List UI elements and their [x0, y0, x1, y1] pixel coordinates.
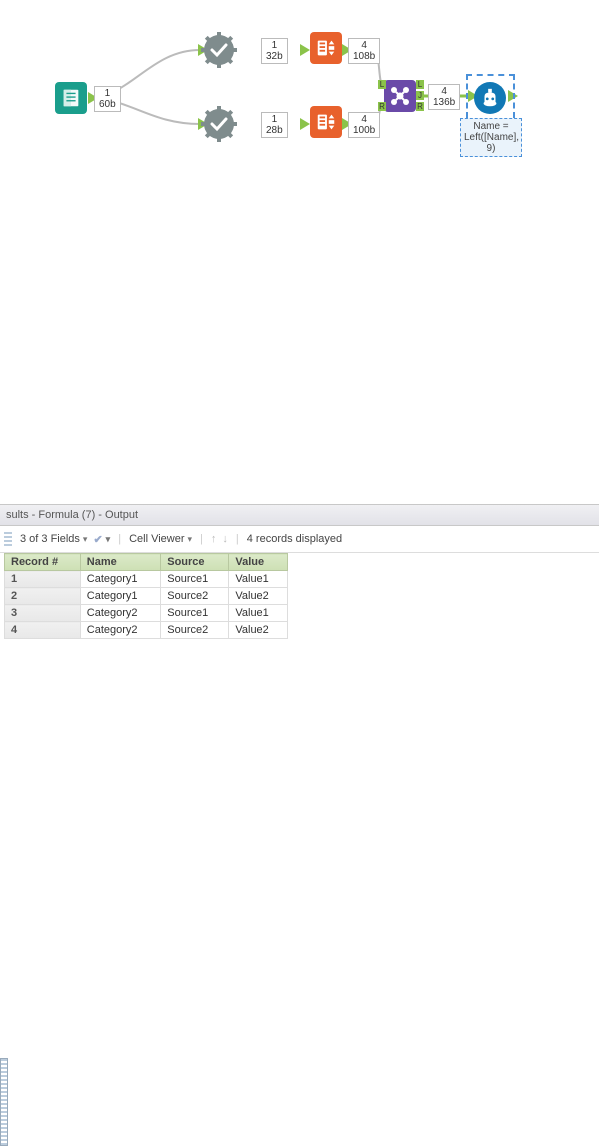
table-cell[interactable]: Category2	[80, 622, 160, 639]
table-cell[interactable]: 1	[5, 571, 81, 588]
stat-bytes: 60b	[99, 99, 116, 110]
select-tool-top[interactable]	[310, 32, 342, 64]
join-out-l: L	[416, 80, 424, 89]
workflow-canvas[interactable]: 1 60b 1 32b	[0, 0, 599, 445]
results-table[interactable]: Record # Name Source Value 1Category1Sou…	[4, 553, 288, 639]
select-tool-bottom[interactable]	[310, 106, 342, 138]
table-cell[interactable]: 4	[5, 622, 81, 639]
grip-icon[interactable]	[4, 532, 12, 546]
filter-tool-top[interactable]	[201, 32, 235, 66]
stat-bytes: 108b	[353, 51, 375, 62]
table-row[interactable]: 2Category1Source2Value2	[5, 588, 288, 605]
stat-select-top: 4 108b	[348, 38, 380, 64]
stat-select-bottom: 4 100b	[348, 112, 380, 138]
arrow-down-icon[interactable]: ↓	[222, 533, 228, 545]
stat-input: 1 60b	[94, 86, 121, 112]
col-value[interactable]: Value	[229, 554, 288, 571]
formula-tool[interactable]	[474, 82, 506, 114]
table-cell[interactable]: Category1	[80, 588, 160, 605]
check-dropdown[interactable]: ✔▾	[93, 533, 110, 546]
stat-bytes: 100b	[353, 125, 375, 136]
stat-bytes: 32b	[266, 51, 283, 62]
table-cell[interactable]: Source1	[161, 605, 229, 622]
stat-count: 4	[353, 40, 375, 51]
table-cell[interactable]: Category1	[80, 571, 160, 588]
cellviewer-label: Cell Viewer	[129, 533, 184, 545]
results-panel: sults - Formula (7) - Output 3 of 3 Fiel…	[0, 504, 599, 639]
text-input-tool[interactable]	[55, 82, 87, 114]
panel-grip[interactable]	[0, 1058, 8, 1146]
record-count-label: 4 records displayed	[247, 533, 342, 545]
fields-dropdown-label: 3 of 3 Fields	[20, 533, 80, 545]
col-source[interactable]: Source	[161, 554, 229, 571]
table-cell[interactable]: Value2	[229, 622, 288, 639]
col-record[interactable]: Record #	[5, 554, 81, 571]
join-out-r: R	[416, 102, 424, 111]
table-row[interactable]: 1Category1Source1Value1	[5, 571, 288, 588]
stat-gear-top: 1 32b	[261, 38, 288, 64]
stat-count: 1	[99, 88, 116, 99]
table-cell[interactable]: Source2	[161, 588, 229, 605]
formula-annotation: Name = Left([Name], 9)	[460, 118, 522, 157]
table-cell[interactable]: Source2	[161, 622, 229, 639]
join-tool[interactable]	[384, 80, 416, 112]
fields-dropdown[interactable]: 3 of 3 Fields▾	[20, 533, 87, 545]
join-out-j: J	[416, 91, 424, 100]
stat-count: 4	[433, 86, 455, 97]
cellviewer-dropdown[interactable]: Cell Viewer▾	[129, 533, 192, 545]
table-row[interactable]: 4Category2Source2Value2	[5, 622, 288, 639]
table-cell[interactable]: Source1	[161, 571, 229, 588]
filter-tool-bottom[interactable]	[201, 106, 235, 140]
col-name[interactable]: Name	[80, 554, 160, 571]
table-cell[interactable]: 3	[5, 605, 81, 622]
join-in-r: R	[378, 102, 386, 111]
table-cell[interactable]: Value2	[229, 588, 288, 605]
stat-bytes: 28b	[266, 125, 283, 136]
stat-count: 1	[266, 114, 283, 125]
table-cell[interactable]: Category2	[80, 605, 160, 622]
stat-gear-bottom: 1 28b	[261, 112, 288, 138]
arrow-up-icon[interactable]: ↑	[211, 533, 217, 545]
stat-count: 4	[353, 114, 375, 125]
stat-count: 1	[266, 40, 283, 51]
stat-join: 4 136b	[428, 84, 460, 110]
table-cell[interactable]: Value1	[229, 571, 288, 588]
results-header-row: Record # Name Source Value	[5, 554, 288, 571]
table-row[interactable]: 3Category2Source1Value1	[5, 605, 288, 622]
results-toolbar: 3 of 3 Fields▾ ✔▾ | Cell Viewer▾ | ↑ ↓ |…	[0, 526, 599, 553]
results-header: sults - Formula (7) - Output	[0, 504, 599, 526]
stat-bytes: 136b	[433, 97, 455, 108]
table-cell[interactable]: 2	[5, 588, 81, 605]
table-cell[interactable]: Value1	[229, 605, 288, 622]
join-in-l: L	[378, 80, 386, 89]
